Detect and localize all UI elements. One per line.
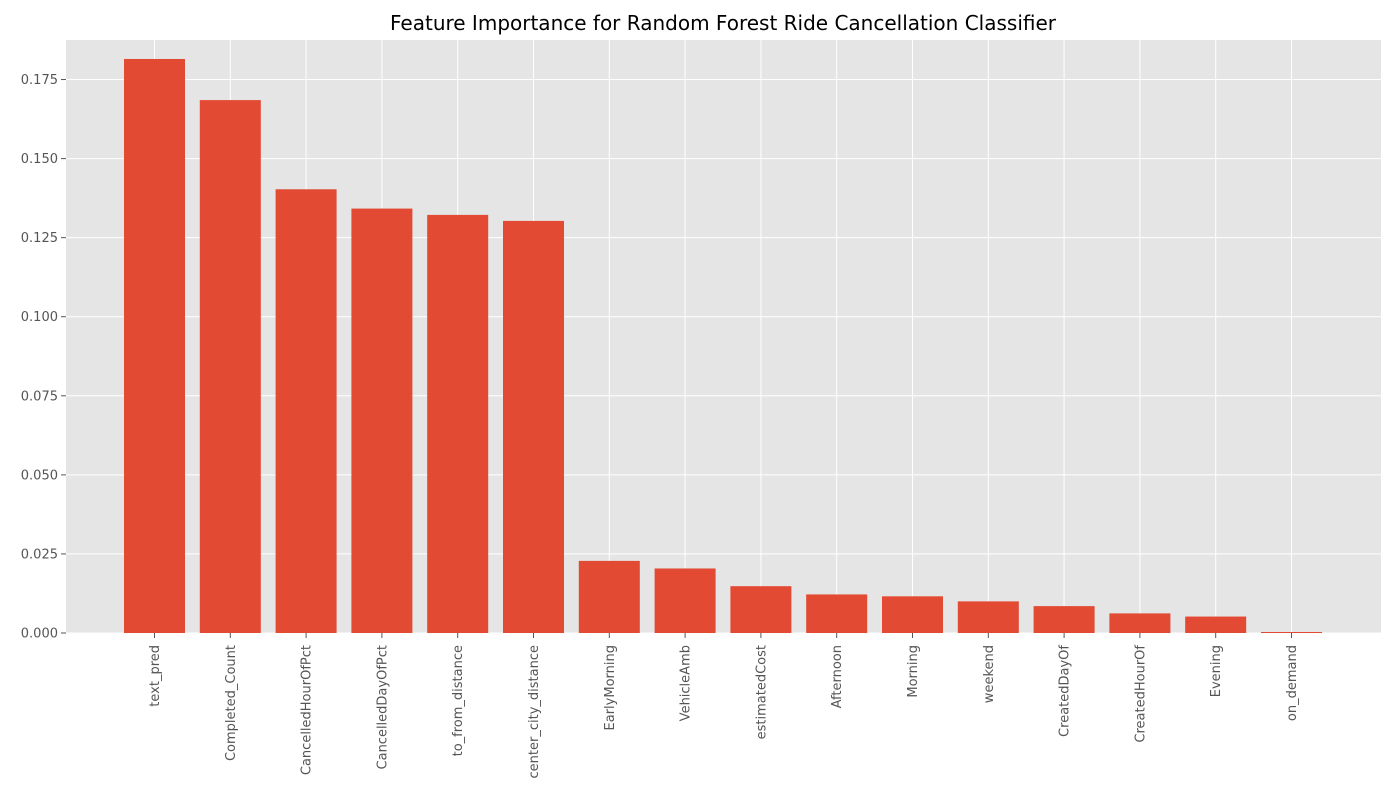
bar-center_city_distance <box>503 220 564 633</box>
bar-Evening <box>1185 616 1247 633</box>
bar-CancelledDayOfPct <box>351 208 413 633</box>
y-tick-label: 0.050 <box>21 468 58 483</box>
x-tick-label: text_pred <box>148 645 163 707</box>
bar-on_demand <box>1261 632 1322 633</box>
x-tick-label: CreatedDayOf <box>1058 645 1073 737</box>
bar-CreatedHourOf <box>1109 613 1171 633</box>
bar-Afternoon <box>806 594 868 633</box>
x-tick-label: Evening <box>1209 645 1224 697</box>
bar-to_from_distance <box>427 214 489 634</box>
bar-text_pred <box>124 58 185 633</box>
bar-estimatedCost <box>730 586 792 633</box>
bar-Morning <box>882 596 943 633</box>
bar-Completed_Count <box>199 100 261 633</box>
x-tick-label: CancelledDayOfPct <box>375 645 390 769</box>
bars <box>124 58 1322 634</box>
x-tick-label: center_city_distance <box>527 645 542 778</box>
y-tick-label: 0.125 <box>21 231 58 246</box>
x-tick-label: CancelledHourOfPct <box>300 645 315 775</box>
x-tick-label: to_from_distance <box>451 645 466 756</box>
x-tick-label: estimatedCost <box>754 645 769 739</box>
x-tick-label: Completed_Count <box>224 645 239 761</box>
y-tick-label: 0.075 <box>21 389 58 404</box>
x-tick-label: Morning <box>906 645 921 698</box>
bar-CancelledHourOfPct <box>275 189 337 633</box>
plot-area <box>66 40 1381 633</box>
chart-title: Feature Importance for Random Forest Rid… <box>390 11 1057 35</box>
x-tick-label: EarlyMorning <box>603 645 618 730</box>
y-axis: 0.000 0.025 0.050 0.075 0.100 0.125 0.150 0.175 <box>21 73 66 642</box>
x-tick-label: VehicleAmb <box>679 645 694 721</box>
x-tick-label: on_demand <box>1285 645 1300 721</box>
y-tick-label: 0.150 <box>21 152 58 167</box>
bar-CreatedDayOf <box>1033 606 1095 633</box>
bar-EarlyMorning <box>578 560 640 633</box>
y-tick-label: 0.100 <box>21 310 58 325</box>
x-tick-label: weekend <box>982 645 997 703</box>
y-tick-label: 0.025 <box>21 547 58 562</box>
y-tick-label: 0.000 <box>21 627 58 642</box>
x-tick-label: CreatedHourOf <box>1133 645 1148 743</box>
x-axis: text_pred Completed_Count CancelledHourOfP… <box>148 633 1300 778</box>
bar-weekend <box>957 601 1019 633</box>
bar-VehicleAmb <box>654 568 716 633</box>
x-tick-label: Afternoon <box>830 645 845 708</box>
y-tick-label: 0.175 <box>21 73 58 88</box>
